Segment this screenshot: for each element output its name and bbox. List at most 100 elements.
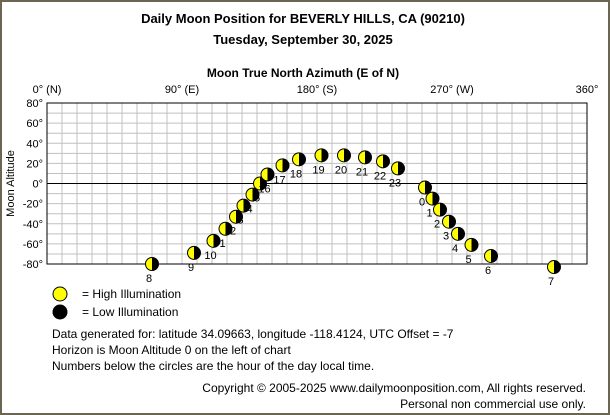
moon-point-outline [358, 150, 372, 165]
moon-point-dark-half [236, 210, 243, 224]
moon-point-outline [433, 202, 447, 217]
y-tick-label: 60° [26, 118, 43, 130]
moon-point-lit-half [376, 154, 383, 168]
hour-label: 8 [146, 273, 152, 285]
moon-point-lit-half [187, 246, 194, 260]
x-tick-label: 180° (S) [297, 84, 337, 96]
moon-point-lit-half [253, 177, 260, 190]
legend-low-icon [52, 304, 68, 320]
moon-point-dark-half [440, 203, 447, 217]
hour-label: 4 [246, 204, 252, 216]
moon-point-dark-half [243, 199, 251, 213]
hour-label: 23 [389, 177, 401, 189]
moon-point-outline [391, 161, 405, 176]
moon-point-dark-half [458, 227, 465, 241]
moon-point-outline [206, 233, 221, 248]
copyright-text: Copyright © 2005-2025 www.dailymoonposit… [202, 381, 586, 395]
hour-label: 2 [230, 226, 236, 238]
moon-point-outline [418, 180, 432, 195]
hour-label: 2 [434, 219, 440, 231]
legend-low-label: = Low Illumination [82, 305, 179, 319]
moon-point-dark-half [299, 152, 306, 166]
legend-high-label: = High Illumination [82, 287, 182, 301]
moon-point-dark-half [432, 192, 440, 206]
y-tick-label: -20° [23, 199, 43, 211]
moon-point-dark-half [152, 257, 159, 271]
plot-border [46, 102, 588, 265]
moon-point-outline [337, 148, 351, 163]
moon-point-lit-half [547, 260, 554, 274]
personal-use-text: Personal non commercial use only. [400, 397, 586, 411]
moon-point-dark-half [491, 249, 498, 263]
hour-label: 17 [273, 174, 285, 186]
moon-point-lit-half [276, 158, 283, 172]
moon-point-lit-half [292, 152, 299, 166]
hour-label: 21 [356, 166, 368, 178]
moon-point-lit-half [442, 215, 449, 229]
moon-point-lit-half [418, 181, 425, 195]
moon-point-dark-half [398, 161, 405, 175]
y-tick-label: -40° [23, 219, 43, 231]
moon-point-outline [314, 148, 329, 163]
chart-date: Tuesday, September 30, 2025 [213, 32, 393, 47]
hour-label: 1 [426, 208, 432, 220]
x-tick-label: 90° (E) [165, 84, 199, 96]
moon-point-dark-half [365, 150, 372, 164]
moon-point-lit-half [207, 234, 214, 248]
hour-label: 5 [465, 254, 471, 266]
hour-label: 3 [443, 231, 449, 243]
hour-label: 19 [312, 164, 324, 176]
moon-point-outline [236, 198, 251, 213]
moon-point-lit-half [315, 148, 322, 162]
hour-label: 10 [204, 250, 216, 262]
hour-label: 22 [374, 170, 386, 182]
hour-label: 18 [290, 168, 302, 180]
hour-label: 4 [452, 243, 458, 255]
moon-point-dark-half [383, 154, 390, 168]
legend-high-icon [52, 286, 68, 302]
moon-point-dark-half [194, 246, 201, 260]
moon-point-lit-half [391, 161, 398, 175]
y-tick-label: -60° [23, 239, 43, 251]
moon-point-dark-half [449, 215, 456, 229]
y-tick-label: -80° [23, 259, 43, 271]
horizon-note: Horizon is Moon Altitude 0 on the left o… [52, 343, 291, 357]
hour-label: 1 [219, 238, 225, 250]
moon-point-outline [229, 209, 243, 224]
x-tick-label: 360° [576, 84, 599, 96]
moon-point-outline [442, 214, 456, 229]
moon-point-outline [376, 154, 390, 169]
moon-point-outline [292, 152, 306, 167]
moon-point-lit-half [358, 150, 365, 164]
moon-point-outline [187, 245, 201, 260]
moon-point-dark-half [344, 148, 351, 162]
moon-point-lit-half [484, 249, 491, 263]
moon-point-outline [253, 176, 267, 191]
moon-point-dark-half [282, 158, 289, 172]
moon-point-outline [464, 237, 479, 252]
moon-point-dark-half [252, 188, 260, 202]
moon-point-outline [145, 257, 159, 271]
moon-point-outline [260, 167, 275, 182]
hour-label: 6 [485, 265, 491, 277]
moon-point-lit-half [145, 257, 152, 271]
moon-point-outline [275, 158, 290, 173]
moon-point-dark-half [213, 234, 220, 248]
x-tick-label: 0° (N) [33, 84, 62, 96]
y-tick-label: 40° [26, 138, 43, 150]
y-tick-label: 0° [32, 179, 43, 191]
moon-point-dark-half [554, 260, 561, 274]
moon-point-outline [245, 187, 260, 202]
moon-point-outline [547, 260, 561, 275]
moon-point-lit-half [229, 210, 236, 224]
hour-label: 0 [419, 197, 425, 209]
moon-point-lit-half [451, 227, 458, 241]
moon-point-lit-half [261, 167, 268, 181]
moon-point-dark-half [425, 181, 432, 195]
moon-point-outline [218, 221, 233, 236]
y-tick-label: 80° [26, 98, 43, 110]
moon-point-dark-half [225, 222, 233, 236]
data-generated-note: Data generated for: latitude 34.09663, l… [52, 327, 454, 341]
